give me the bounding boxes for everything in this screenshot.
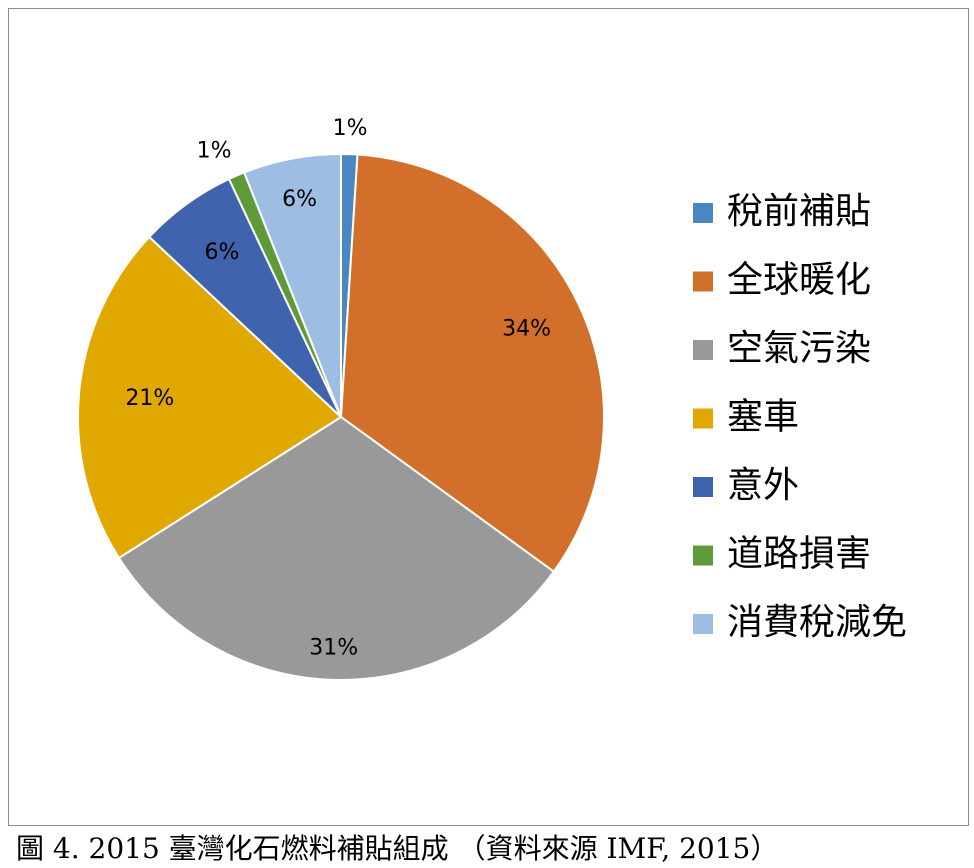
- legend-label: 塞車: [727, 397, 799, 438]
- legend-label: 意外: [727, 465, 799, 506]
- pie-slice: [77, 235, 343, 560]
- legend-label: 全球暖化: [727, 260, 871, 301]
- pie-slice: [339, 153, 605, 573]
- pie-slice: [242, 152, 342, 418]
- slice-data-label: 31%: [309, 635, 358, 660]
- legend-label: 稅前補貼: [727, 191, 871, 232]
- legend-label: 消費稅減免: [727, 602, 907, 643]
- legend-swatch: [693, 340, 713, 360]
- slice-labels: 1% 34% 31% 21% 6% 1% 6%: [125, 116, 551, 660]
- slice-data-label: 1%: [197, 138, 232, 163]
- pie-slices: [77, 152, 605, 681]
- pie-chart: 1% 34% 31% 21% 6% 1% 6% 稅前補貼全球暖化空氣污染塞車意外道路損害消費…: [77, 116, 907, 681]
- pie-slice: [117, 415, 556, 681]
- legend-label: 道路損害: [727, 534, 871, 575]
- slice-data-label: 6%: [282, 187, 317, 212]
- slice-data-label: 21%: [125, 386, 174, 411]
- slice-data-label: 6%: [205, 240, 240, 265]
- figure-caption: 圖 4. 2015 臺灣化石燃料補貼組成 （資料來源 IMF, 2015）: [16, 832, 779, 865]
- legend-swatch: [693, 271, 713, 292]
- legend-swatch: [693, 477, 713, 497]
- legend-swatch: [693, 545, 713, 566]
- legend-swatch: [693, 203, 713, 223]
- legend-swatch: [693, 408, 713, 429]
- slice-data-label: 34%: [502, 317, 551, 342]
- legend-label: 空氣污染: [727, 328, 871, 369]
- chart-frame: 1% 34% 31% 21% 6% 1% 6% 稅前補貼全球暖化空氣污染塞車意外道路損害消費…: [8, 8, 969, 826]
- slice-data-label: 1%: [333, 116, 368, 141]
- legend-swatch: [693, 614, 713, 634]
